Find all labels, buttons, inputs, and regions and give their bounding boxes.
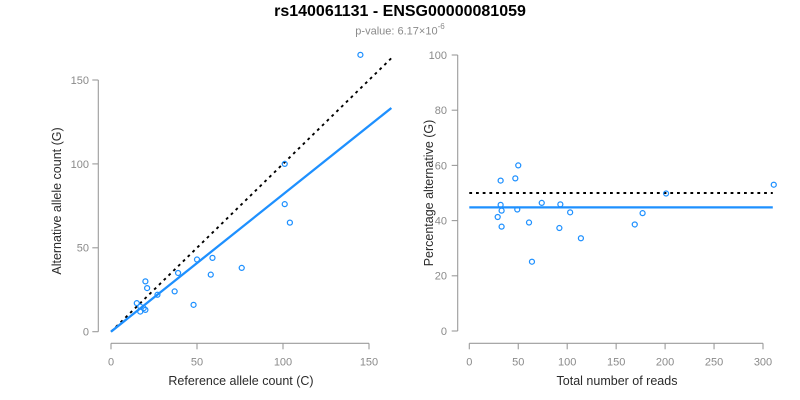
data-point (557, 201, 564, 208)
left-y-axis-title: Alternative allele count (G) (50, 127, 64, 275)
data-point (498, 207, 505, 214)
data-point (140, 305, 147, 312)
y-tick-label: 100 (429, 50, 447, 62)
x-tick-label: 100 (558, 356, 576, 368)
data-point (631, 221, 638, 228)
y-tick-label: 50 (77, 243, 89, 255)
data-point (525, 219, 533, 226)
data-point (662, 190, 670, 197)
data-point (497, 177, 504, 184)
x-tick-label: 200 (656, 356, 674, 368)
data-point (538, 199, 545, 207)
data-point (497, 201, 504, 208)
right-x-axis-title: Total number of reads (556, 374, 678, 388)
y-tick-label: 100 (71, 159, 89, 171)
p-value-subtitle: p-value: 6.17×10-6 (0, 22, 800, 38)
data-point (286, 219, 294, 226)
x-tick-label: 150 (607, 356, 625, 368)
data-point (171, 288, 178, 295)
data-point (281, 160, 288, 168)
data-point (133, 300, 140, 307)
p-value-exponent: -6 (437, 22, 445, 31)
data-point (154, 291, 161, 298)
left-x-axis-title: Reference allele count (C) (168, 374, 314, 388)
x-tick-label: 250 (705, 356, 723, 368)
data-point (498, 223, 505, 230)
data-point (137, 308, 144, 315)
y-tick-label: 80 (435, 105, 447, 117)
y-tick-label: 20 (435, 271, 447, 283)
p-value-text: p-value: 6.17×10 (355, 25, 438, 38)
data-point (556, 224, 563, 232)
x-tick-label: 0 (108, 356, 114, 368)
data-point (577, 235, 585, 242)
data-point (281, 201, 288, 208)
data-point (567, 209, 574, 216)
right-y-axis-title: Percentage alternative (G) (422, 119, 436, 267)
x-tick-label: 300 (754, 356, 772, 368)
x-tick-label: 0 (466, 356, 472, 368)
page-title: rs140061131 - ENSG00000081059 (274, 3, 526, 20)
x-tick-label: 100 (274, 356, 292, 368)
y-tick-label: 150 (71, 75, 89, 87)
x-tick-label: 50 (191, 356, 203, 368)
data-point (357, 51, 364, 58)
y-tick-label: 60 (435, 160, 447, 172)
y-tick-label: 0 (441, 326, 447, 338)
data-point (142, 306, 149, 314)
fit-line (110, 107, 393, 333)
data-point (639, 210, 646, 217)
x-tick-label: 150 (360, 356, 378, 368)
data-point (209, 254, 216, 261)
data-point (528, 258, 536, 265)
data-point (515, 162, 522, 169)
data-point (142, 278, 149, 285)
data-point (174, 269, 182, 277)
data-point (512, 175, 519, 182)
data-point (770, 181, 777, 188)
data-point (514, 206, 521, 213)
data-point (190, 301, 197, 308)
data-point (494, 213, 501, 221)
data-point (238, 264, 245, 272)
identity-line (110, 57, 393, 333)
data-point (143, 284, 151, 292)
x-tick-label: 50 (512, 356, 524, 368)
data-point (207, 271, 214, 278)
y-tick-label: 0 (83, 327, 89, 339)
y-tick-label: 40 (435, 215, 447, 227)
data-point (193, 256, 201, 263)
